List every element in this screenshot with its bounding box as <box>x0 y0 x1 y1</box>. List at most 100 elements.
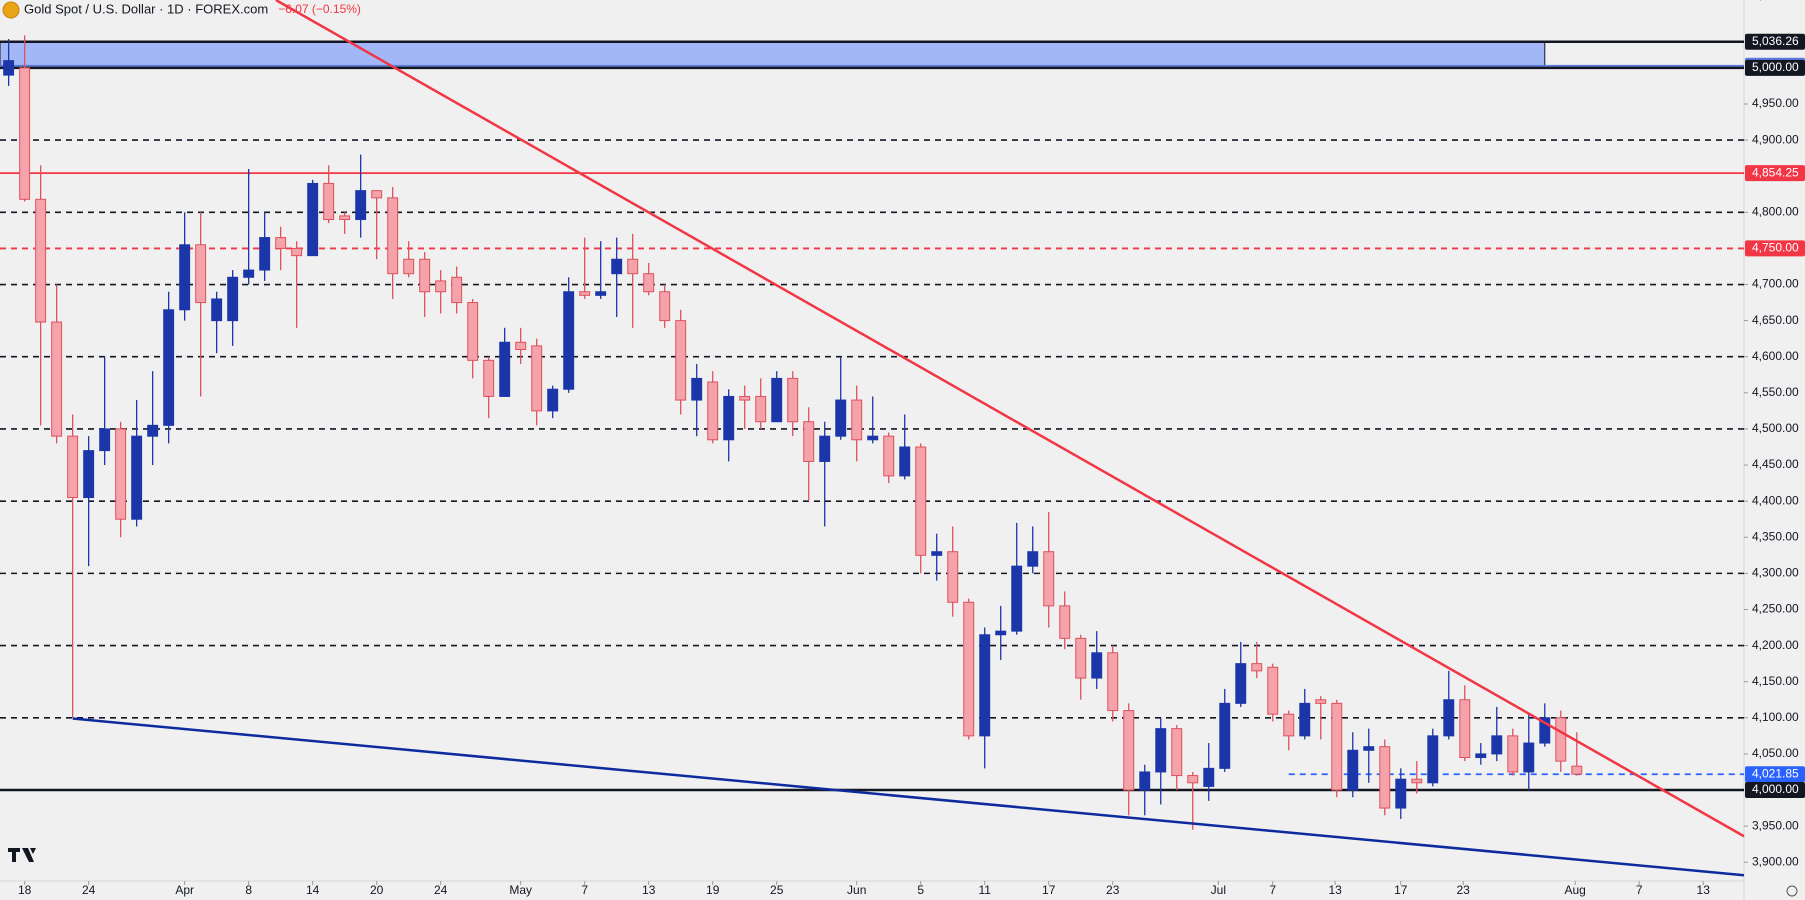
x-tick-label: 8 <box>245 883 252 897</box>
y-tick-label: 4,700.00 <box>1752 277 1799 291</box>
level-label-bg <box>1745 240 1805 257</box>
x-tick-label: Jun <box>847 883 866 897</box>
candle-body <box>915 446 927 556</box>
candle-body <box>723 395 735 441</box>
candle-body <box>163 309 175 426</box>
candle-body <box>1075 637 1087 679</box>
level-label-bg <box>1745 782 1805 799</box>
candle-body <box>1459 699 1471 759</box>
candle-body <box>1363 746 1375 751</box>
candle-body <box>947 551 959 603</box>
symbol-icon <box>2 1 20 19</box>
logo <box>8 848 36 862</box>
candle-body <box>659 291 671 322</box>
trendline <box>72 717 1745 877</box>
candle-body <box>899 446 911 477</box>
candle-body <box>963 601 975 737</box>
candle-body <box>19 67 31 200</box>
candle-body <box>483 359 495 397</box>
candle-body <box>979 634 991 737</box>
y-tick-label: 4,450.00 <box>1752 457 1799 471</box>
x-tick-label: 7 <box>1269 883 1276 897</box>
candle-body <box>1299 702 1311 737</box>
candle-body <box>627 258 639 275</box>
candle-body <box>1011 565 1023 632</box>
price-change: −6.07 (−0.15%) <box>278 2 361 16</box>
x-tick-label: 14 <box>306 883 320 897</box>
candle-body <box>1283 713 1295 737</box>
candle-body <box>1331 702 1343 791</box>
y-tick-label: 4,050.00 <box>1752 746 1799 760</box>
candle-body <box>83 450 95 499</box>
candle-body <box>1043 551 1055 607</box>
candle-body <box>435 280 447 293</box>
candle-body <box>931 551 943 556</box>
settings-icon[interactable] <box>1786 885 1798 897</box>
candle-body <box>1059 605 1071 639</box>
x-tick-label: 23 <box>1456 883 1470 897</box>
y-tick-label: 3,950.00 <box>1752 818 1799 832</box>
candle-body <box>211 298 223 322</box>
candle-body <box>131 435 143 520</box>
x-tick-label: 13 <box>642 883 656 897</box>
trendline <box>275 0 1745 838</box>
y-tick-label: 3,900.00 <box>1752 854 1799 868</box>
candle-body <box>675 320 687 401</box>
level-label-bg <box>1745 59 1805 76</box>
candle-body <box>275 237 287 249</box>
x-tick-label: 18 <box>18 883 32 897</box>
candle-body <box>1427 735 1439 784</box>
candle-body <box>1123 710 1135 791</box>
candle-body <box>1555 717 1567 762</box>
candle-body <box>195 244 207 304</box>
candle-body <box>339 215 351 221</box>
level-label-bg <box>1745 766 1805 783</box>
candle-body <box>1571 765 1583 775</box>
y-tick-label: 4,300.00 <box>1752 566 1799 580</box>
candle-body <box>1139 771 1151 791</box>
candle-body <box>787 377 799 423</box>
candle-body <box>595 291 607 296</box>
y-tick-label: 4,350.00 <box>1752 529 1799 543</box>
candle-body <box>451 276 463 304</box>
candle-body <box>67 435 79 499</box>
candle-body <box>51 321 63 437</box>
chart-title: Gold Spot / U.S. Dollar · 1D · FOREX.com <box>24 1 268 16</box>
zone <box>0 41 1546 67</box>
candle-body <box>691 377 703 401</box>
candle-body <box>1443 699 1455 737</box>
level-label: 5,000.00 <box>1752 60 1799 74</box>
x-tick-label: 24 <box>434 883 448 897</box>
candle-body <box>371 190 383 199</box>
x-tick-label: Apr <box>175 883 194 897</box>
y-tick-label: 4,250.00 <box>1752 602 1799 616</box>
x-tick-label: 17 <box>1042 883 1056 897</box>
candle-body <box>1219 702 1231 769</box>
candle-body <box>771 377 783 423</box>
candle-body <box>99 428 111 452</box>
candle-body <box>147 424 159 437</box>
candle-body <box>563 291 575 390</box>
candle-body <box>547 388 559 412</box>
candle-body <box>499 341 511 397</box>
candle-body <box>819 435 831 462</box>
x-tick-label: 5 <box>917 883 924 897</box>
overlay: 3,900.00 3,950.00 4,050.00 4,100.00 4,150.00… <box>18 0 1805 897</box>
x-tick-label: 25 <box>770 883 784 897</box>
y-tick-label: 4,500.00 <box>1752 421 1799 435</box>
candle-body <box>1267 666 1279 715</box>
candle-body <box>851 399 863 441</box>
candle-body <box>291 247 303 257</box>
candle-body <box>179 244 191 311</box>
candle-body <box>531 345 543 412</box>
y-tick-label: 4,950.00 <box>1752 96 1799 110</box>
candle-body <box>867 435 879 441</box>
candle-body <box>243 269 255 278</box>
candle-body <box>1411 778 1423 784</box>
candle-body <box>1507 735 1519 773</box>
x-tick-label: 13 <box>1328 883 1342 897</box>
y-tick-label: 4,600.00 <box>1752 349 1799 363</box>
candle-body <box>307 182 319 257</box>
candle-body <box>1347 749 1359 791</box>
